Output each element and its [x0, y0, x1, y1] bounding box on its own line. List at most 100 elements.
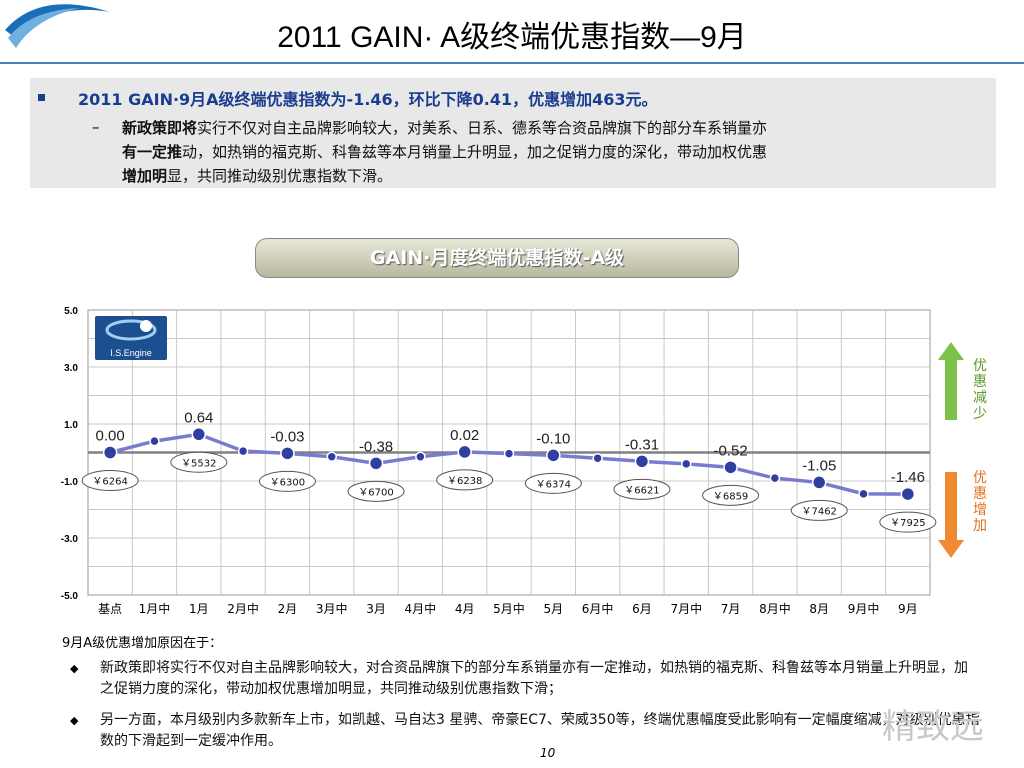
summary-box	[30, 78, 996, 188]
x-tick-label: 8月	[809, 602, 829, 616]
price-callout-label: ￥6859	[713, 491, 748, 502]
data-point	[900, 486, 916, 502]
y-tick-label: -3.0	[61, 534, 79, 545]
data-label: -1.46	[891, 469, 925, 486]
price-callout-bubble	[524, 472, 582, 494]
arrow-down-label: 加	[973, 518, 987, 534]
price-callout-label: ￥6621	[624, 485, 659, 496]
price-callout-bubble	[702, 484, 760, 506]
arrow-down-label: 惠	[973, 486, 987, 502]
y-tick-label: -1.0	[61, 477, 79, 488]
data-point	[457, 444, 472, 460]
arrow-down-label: 增	[973, 502, 987, 518]
data-point	[634, 454, 650, 469]
x-tick-label: 6月中	[582, 601, 614, 616]
title-divider	[0, 62, 1024, 64]
reason-item-2: 另一方面，本月级别内多款新车上市，如凯越、马自达3 星骋、帝豪EC7、荣威350…	[100, 712, 980, 749]
summary-body: 新政策即将实行不仅对自主品牌影响较大，对美系、日系、德系等合资品牌旗下的部分车系…	[122, 116, 982, 188]
x-tick-label: 3月	[366, 602, 386, 616]
price-callout-bubble	[258, 470, 316, 492]
price-callout-label: ￥7462	[801, 506, 836, 517]
price-callout-label: ￥6264	[92, 477, 127, 488]
is-engine-logo: I.S.Engine	[95, 316, 167, 360]
arrow-up-label: 减	[973, 390, 987, 406]
reason-heading: 9月A级优惠增加原因在于：	[62, 636, 223, 651]
price-callout-label: ￥6300	[270, 477, 305, 488]
data-label: -0.38	[359, 438, 393, 455]
y-tick-label: 1.0	[64, 420, 78, 431]
summary-headline: 2011 GAIN·9月A级终端优惠指数为-1.46，环比下降0.41，优惠增加…	[78, 90, 658, 109]
data-point	[280, 446, 295, 461]
arrow-up-label: 少	[973, 406, 987, 422]
page-number: 10	[540, 746, 556, 760]
price-callout-label: ￥6238	[447, 476, 482, 487]
logo-label: I.S.Engine	[110, 348, 152, 358]
x-tick-label: 6月	[632, 602, 652, 616]
data-point	[102, 445, 118, 460]
data-label: -0.31	[625, 436, 659, 453]
x-tick-label: 5月	[543, 602, 563, 616]
x-tick-label: 1月中	[139, 601, 171, 616]
price-callout-bubble	[613, 478, 671, 500]
summary-bold-2: 有一定推	[122, 143, 183, 161]
brand-watermark: 精致远	[882, 707, 984, 747]
series-layer	[102, 427, 916, 502]
x-tick-label: 4月	[455, 602, 475, 616]
data-label: 0.02	[450, 427, 479, 444]
data-point	[811, 475, 827, 490]
data-point	[592, 452, 603, 464]
summary-bold-1: 新政策即将	[122, 119, 198, 137]
arrow-legend	[938, 342, 964, 558]
arrow-down-icon	[938, 472, 964, 558]
x-tick-label: 2月中	[227, 601, 259, 616]
price-callout-label: ￥6374	[536, 479, 571, 490]
data-point	[503, 448, 515, 459]
diamond-bullet-icon: ◆	[70, 714, 79, 727]
data-point	[191, 427, 207, 442]
x-tick-label: 9月	[898, 602, 918, 616]
dash-bullet: –	[92, 118, 100, 136]
data-point	[769, 472, 781, 484]
y-tick-label: 5.0	[64, 306, 78, 317]
data-label: -1.05	[802, 457, 836, 474]
price-callout-bubble	[790, 499, 848, 521]
data-point	[723, 460, 738, 475]
reason-item-1: 新政策即将实行不仅对自主品牌影响较大，对合资品牌旗下的部分车系销量亦有一定推动，…	[100, 660, 968, 697]
arrow-up-label: 惠	[973, 374, 987, 390]
price-callout-bubble	[347, 480, 405, 502]
square-bullet-icon	[38, 94, 45, 101]
data-point	[326, 451, 337, 463]
x-tick-label: 4月中	[405, 601, 437, 616]
data-point	[415, 451, 426, 463]
arrow-up-label: 优	[973, 358, 987, 374]
y-tick-label: 3.0	[64, 363, 78, 374]
label-layer: 5.0 3.0 1.0 -1.0 -3.0 -5.0 基点 1月中 1月 2月中 2月 3月中 3月 4月…	[61, 306, 987, 616]
x-tick-label: 3月中	[316, 601, 348, 616]
summary-text-3: 显，共同推动级别优惠指数下滑。	[167, 167, 393, 185]
data-label: 0.00	[96, 428, 125, 445]
x-tick-label: 8月中	[759, 601, 791, 616]
price-callout-label: ￥5532	[181, 458, 216, 469]
x-tick-label: 5月中	[493, 601, 525, 616]
data-point	[681, 458, 692, 470]
x-tick-label: 1月	[189, 602, 209, 616]
price-callout-bubble	[170, 451, 228, 473]
arrow-up-icon	[938, 342, 964, 420]
data-point	[368, 456, 384, 471]
summary-bold-3: 增加明	[122, 167, 168, 185]
price-callout-label: ￥6700	[358, 487, 393, 498]
price-callout-label: ￥7925	[890, 518, 925, 529]
price-callout-bubble	[879, 511, 937, 533]
data-point	[149, 435, 160, 447]
data-label: 0.64	[184, 409, 213, 426]
summary-text-1: 实行不仅对自主品牌影响较大，对美系、日系、德系等合资品牌旗下的部分车系销量亦	[197, 119, 768, 137]
summary-text-2: 动，如热销的福克斯、科鲁兹等本月销量上升明显，加之促销力度的深化，带动加权优惠	[182, 143, 768, 161]
y-tick-label: -5.0	[61, 591, 79, 602]
data-label: -0.10	[536, 430, 570, 447]
line-chart: I.S.Engine 5.0 3.0 1.0 -1.0 -3.0 -5.0 基点 1月中 1月 2…	[61, 306, 987, 616]
price-callout-bubble	[436, 469, 494, 491]
x-tick-label: 7月中	[670, 601, 702, 616]
arrow-down-label: 优	[973, 470, 987, 486]
x-tick-label: 2月	[278, 602, 298, 616]
data-point	[237, 445, 249, 457]
